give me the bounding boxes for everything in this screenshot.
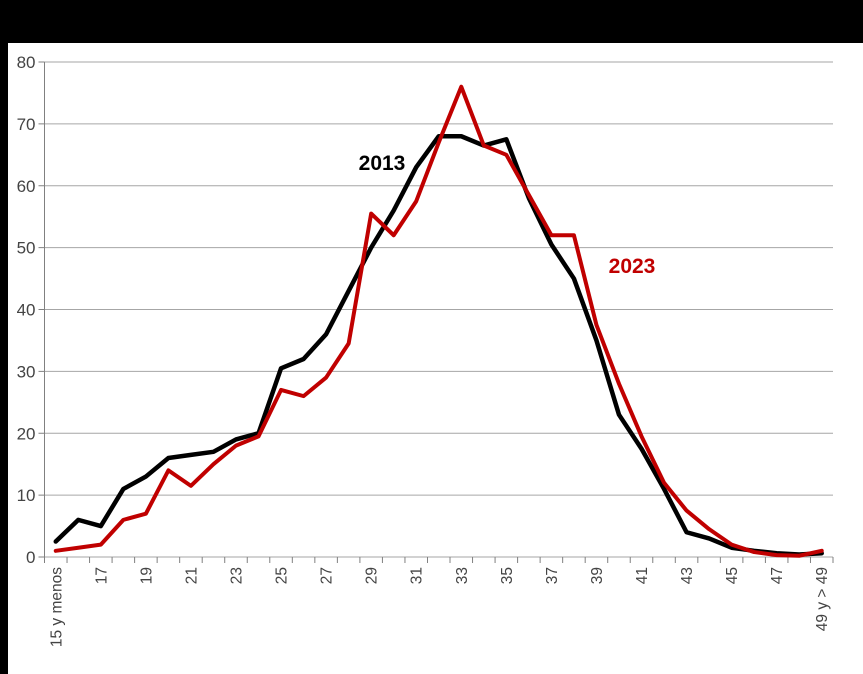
x-axis-label: 49 y > 49 <box>814 567 831 631</box>
x-axis-label: 29 <box>364 567 381 584</box>
x-axis-label: 39 <box>589 567 606 584</box>
x-axis-label: 23 <box>228 567 245 584</box>
x-axis-label: 41 <box>634 567 651 584</box>
y-axis-label: 70 <box>17 115 36 134</box>
y-axis-label: 80 <box>17 53 36 72</box>
x-axis-label: 31 <box>409 567 426 584</box>
x-axis-label: 35 <box>499 567 516 584</box>
left-black-bar <box>0 0 8 674</box>
x-axis-label: 43 <box>679 567 696 584</box>
x-axis-label: 37 <box>544 567 561 584</box>
y-axis-label: 10 <box>17 486 36 505</box>
x-axis-label: 45 <box>724 567 741 584</box>
x-axis-label: 27 <box>319 567 336 584</box>
y-axis-label: 60 <box>17 177 36 196</box>
series-label-2023: 2023 <box>609 255 656 278</box>
x-axis-label: 25 <box>274 567 291 584</box>
x-axis-label: 17 <box>93 567 110 584</box>
series-2013-line <box>53 134 824 557</box>
y-axis-label: 40 <box>17 301 36 320</box>
top-black-bar <box>0 0 863 43</box>
x-axis-label: 19 <box>138 567 155 584</box>
x-axis-label: 21 <box>183 567 200 584</box>
x-axis-label: 15 y menos <box>48 567 65 647</box>
y-axis-label: 0 <box>26 548 35 567</box>
y-axis-label: 50 <box>17 239 36 258</box>
x-axis-label: 47 <box>769 567 786 584</box>
x-axis-label: 33 <box>454 567 471 584</box>
series-2023-line <box>53 84 824 558</box>
series-label-2013: 2013 <box>359 152 406 175</box>
y-axis-label: 30 <box>17 362 36 381</box>
y-axis-label: 20 <box>17 424 36 443</box>
